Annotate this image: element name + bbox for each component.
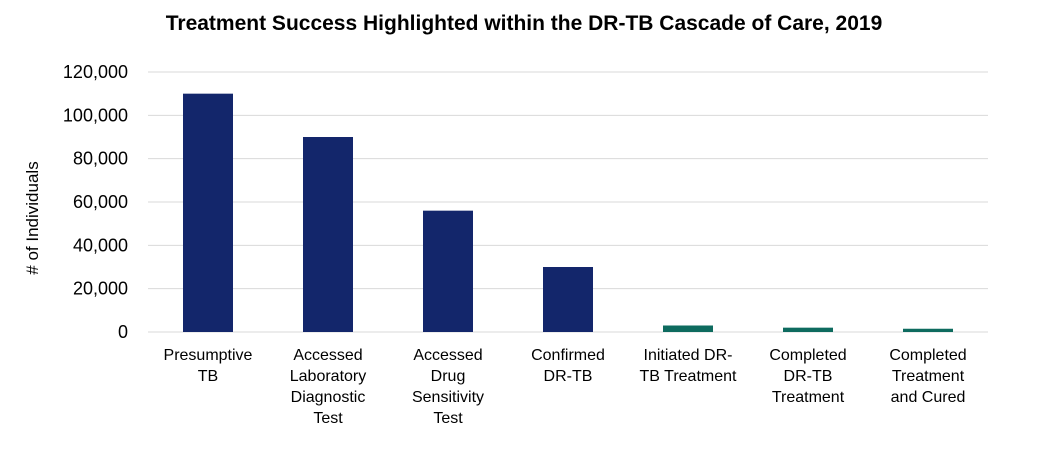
- x-category-label: Completed DR-TB Treatment: [769, 347, 846, 406]
- x-category-label: Accessed Laboratory Diagnostic Test: [290, 347, 367, 427]
- x-category-label: Accessed Drug Sensitivity Test: [412, 347, 484, 427]
- bar: [663, 325, 713, 332]
- y-tick-label: 80,000: [73, 149, 128, 169]
- bar: [783, 327, 833, 332]
- x-category-label: Initiated DR-TB Treatment: [640, 347, 737, 385]
- y-tick-label: 60,000: [73, 192, 128, 212]
- bar: [423, 210, 473, 332]
- bar: [303, 137, 353, 332]
- y-tick-label: 40,000: [73, 235, 128, 255]
- bar: [903, 328, 953, 332]
- bar: [183, 93, 233, 333]
- y-axis-title: # of Individuals: [23, 161, 42, 274]
- x-category-label: Confirmed DR-TB: [531, 347, 605, 385]
- y-axis-ticks: 0 20,000 40,000 60,000 80,000 100,000 120,000: [63, 62, 128, 342]
- bars: [183, 93, 953, 333]
- y-tick-label: 100,000: [63, 105, 128, 125]
- y-tick-label: 120,000: [63, 62, 128, 82]
- chart-title: Treatment Success Highlighted within the…: [165, 12, 883, 35]
- x-category-label: Completed Treatment and Cured: [889, 347, 966, 406]
- bar: [543, 267, 593, 332]
- y-tick-label: 20,000: [73, 279, 128, 299]
- y-tick-label: 0: [118, 322, 128, 342]
- x-axis-categories: Presumptive TB Accessed Laboratory Diagnosti…: [164, 347, 967, 427]
- x-category-label: Presumptive TB: [164, 347, 253, 385]
